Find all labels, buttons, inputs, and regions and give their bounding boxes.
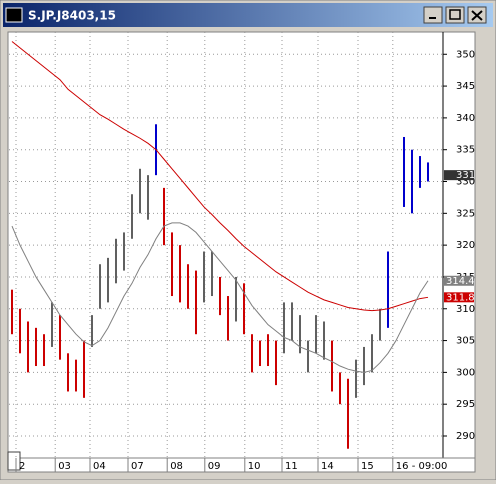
y-tick-label: 345 bbox=[456, 81, 475, 92]
close-button[interactable] bbox=[467, 6, 487, 24]
y-tick-label: 300 bbox=[456, 367, 475, 378]
y-tick-label: 325 bbox=[456, 208, 475, 219]
minimize-button[interactable] bbox=[423, 6, 443, 24]
x-tick-label: 14 bbox=[321, 461, 334, 472]
x-tick-label: 04 bbox=[93, 461, 106, 472]
title-bar bbox=[3, 3, 493, 27]
last-price-label: 331 bbox=[456, 170, 475, 181]
window-title: S.JP.J8403,15 bbox=[28, 9, 116, 23]
moving-average bbox=[11, 222, 429, 373]
x-tick-label: 08 bbox=[170, 461, 183, 472]
y-tick-label: 350 bbox=[456, 49, 475, 60]
last-value-label: 311.8 bbox=[446, 292, 475, 303]
x-tick-label: 11 bbox=[285, 461, 298, 472]
y-tick-label: 290 bbox=[456, 431, 475, 442]
last-value-label: 314.4 bbox=[446, 276, 475, 287]
y-tick-label: 310 bbox=[456, 304, 475, 315]
last-value-box bbox=[444, 275, 474, 286]
y-tick-label: 320 bbox=[456, 240, 475, 251]
y-tick-label: 295 bbox=[456, 399, 475, 410]
x-tick-label: 10 bbox=[248, 461, 261, 472]
x-tick-label: 07 bbox=[131, 461, 144, 472]
x-tick-label: 03 bbox=[58, 461, 71, 472]
x-tick-label: 2 bbox=[19, 461, 25, 472]
y-tick-label: 305 bbox=[456, 336, 475, 347]
scroll-box[interactable] bbox=[7, 451, 21, 471]
y-tick-label: 330 bbox=[456, 177, 475, 188]
x-tick-label: 15 bbox=[361, 461, 374, 472]
y-tick-label: 335 bbox=[456, 145, 475, 156]
moving-average bbox=[11, 41, 429, 312]
last-value-box bbox=[444, 292, 474, 303]
x-tick-label: 09 bbox=[208, 461, 221, 472]
app-icon bbox=[5, 7, 23, 23]
last-price-box bbox=[444, 170, 474, 181]
x-tick-label: 16 - 09:00 bbox=[396, 461, 448, 472]
y-tick-label: 340 bbox=[456, 113, 475, 124]
maximize-button[interactable] bbox=[445, 6, 465, 24]
